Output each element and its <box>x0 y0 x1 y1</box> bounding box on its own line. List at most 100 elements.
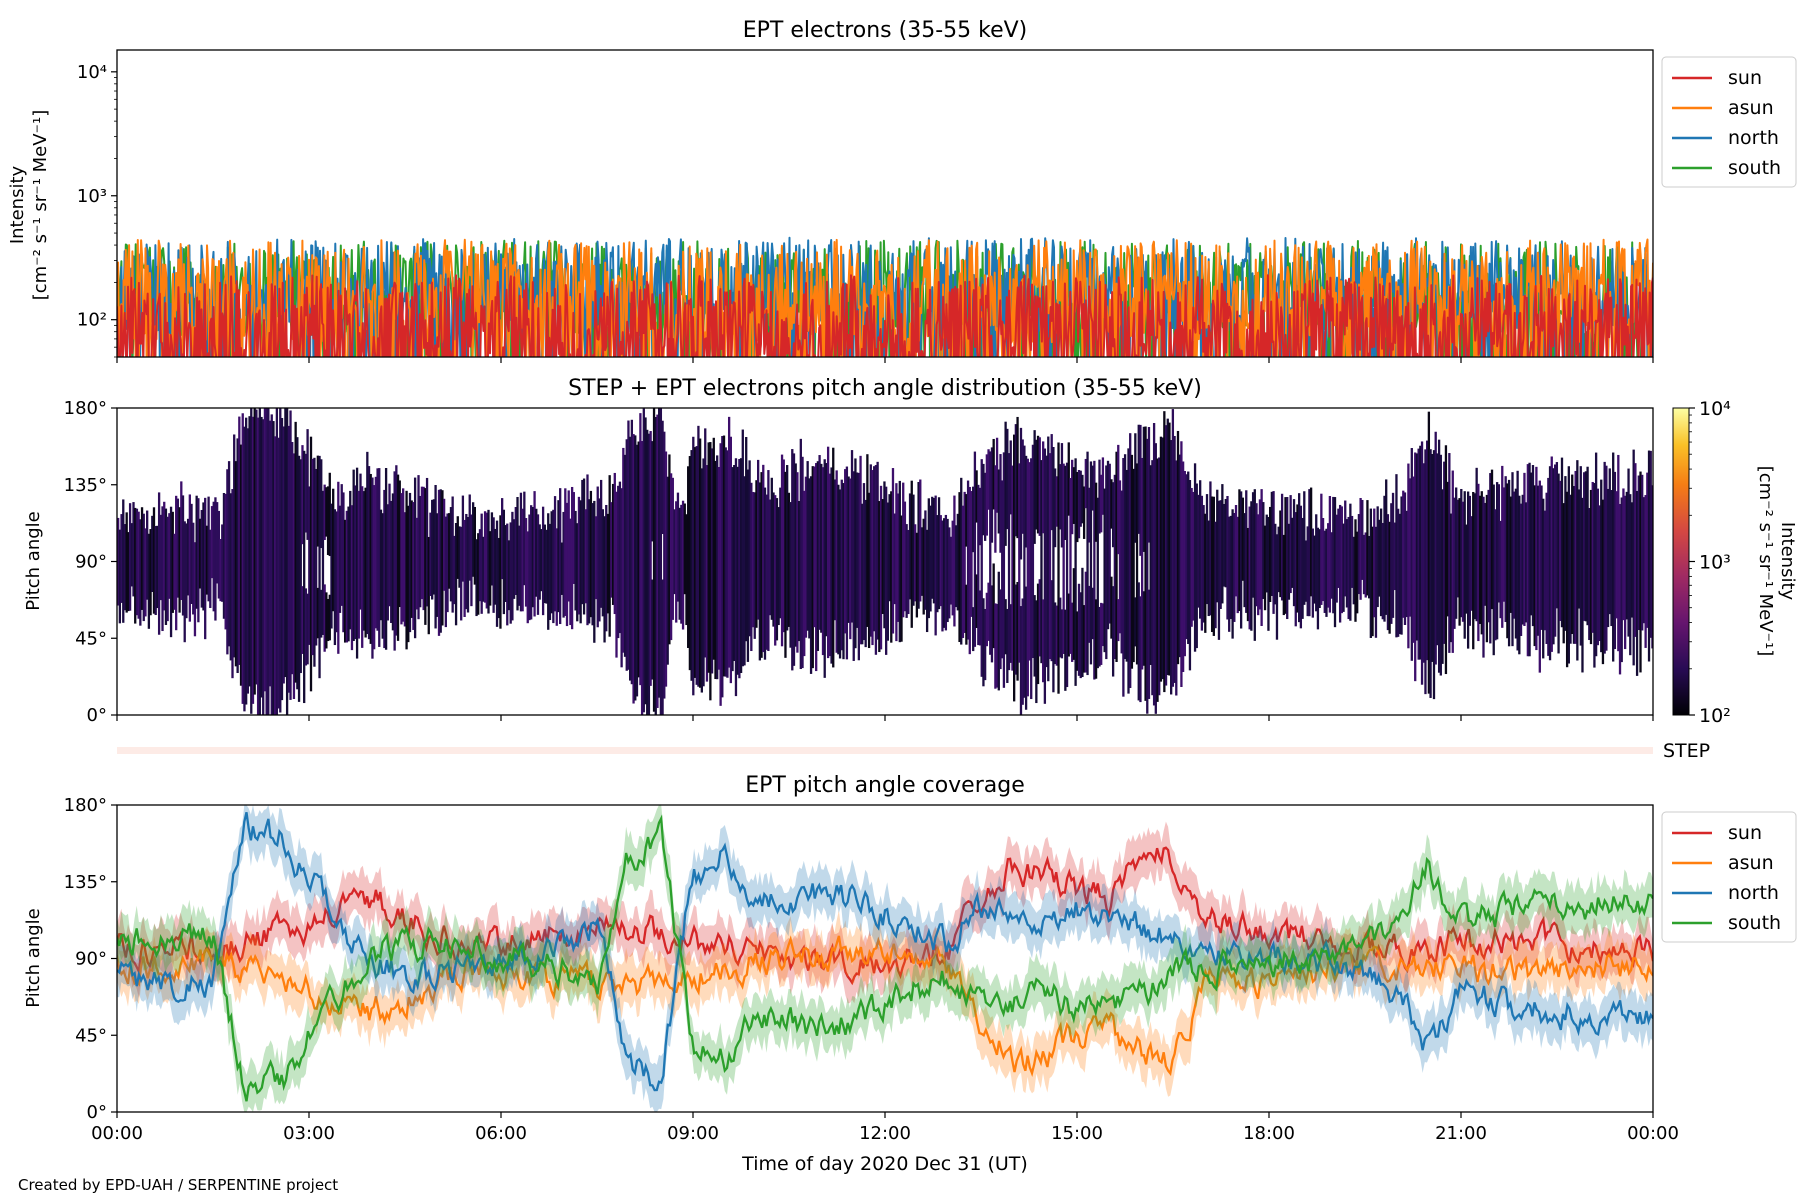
heatmap-cell <box>654 416 657 715</box>
heatmap-cell <box>1245 490 1248 613</box>
heatmap-cell <box>1402 490 1405 618</box>
heatmap-cell <box>1100 474 1103 533</box>
x-tick-label: 00:00 <box>1627 1123 1679 1144</box>
heatmap-cell <box>758 482 762 661</box>
heatmap-cell <box>1253 489 1256 641</box>
heatmap-cell <box>1043 448 1047 704</box>
heatmap-cell <box>895 483 898 642</box>
heatmap-cell <box>656 414 659 708</box>
heatmap-cell <box>1197 494 1200 608</box>
heatmap-cell <box>1458 498 1461 626</box>
heatmap-cell <box>1287 523 1291 600</box>
heatmap-cell <box>613 472 616 615</box>
heatmap-cell <box>171 511 174 613</box>
heatmap-cell <box>639 413 642 686</box>
heatmap-cell <box>832 447 835 668</box>
heatmap-cell <box>487 509 490 614</box>
legend-label-asun: asun <box>1728 852 1774 874</box>
heatmap-cell <box>995 603 999 688</box>
legend-label-sun: sun <box>1728 822 1762 844</box>
heatmap-cell <box>1429 449 1432 698</box>
heatmap-cell <box>352 469 355 642</box>
heatmap-cell <box>151 515 154 593</box>
heatmap-cell <box>1064 465 1067 540</box>
heatmap-cell <box>1076 611 1079 671</box>
heatmap-cell <box>1622 488 1625 621</box>
heatmap-cell <box>698 438 702 688</box>
heatmap-cell <box>915 532 919 618</box>
heatmap-cell <box>1071 459 1074 535</box>
heatmap-cell <box>1477 483 1480 642</box>
heatmap-cell <box>287 425 290 693</box>
heatmap-cell <box>1439 454 1442 676</box>
heatmap-cell <box>132 502 135 597</box>
heatmap-cell <box>564 488 567 616</box>
heatmap-cell <box>260 416 263 698</box>
heatmap-cell <box>1443 461 1446 644</box>
heatmap-cell <box>156 525 159 609</box>
heatmap-cell <box>420 486 424 600</box>
heatmap-cell <box>163 501 166 611</box>
heatmap-cell <box>852 471 855 661</box>
heatmap-cell <box>922 518 925 615</box>
panel1-legend: sun asun north south <box>1661 56 1797 188</box>
heatmap-cell <box>1272 491 1275 614</box>
heatmap-cell <box>359 473 362 610</box>
heatmap-cell <box>1627 468 1630 637</box>
heatmap-cell <box>936 515 939 613</box>
heatmap-cell <box>1024 455 1028 548</box>
heatmap-cell <box>1315 514 1318 612</box>
heatmap-cell <box>1612 452 1615 662</box>
heatmap-cell <box>422 486 425 611</box>
heatmap-cell <box>1354 519 1357 622</box>
heatmap-cell <box>883 481 886 629</box>
heatmap-cell <box>661 420 664 535</box>
heatmap-cell <box>429 512 432 597</box>
heatmap-cell <box>1637 475 1640 631</box>
heatmap-cell <box>867 492 871 649</box>
heatmap-cell <box>637 441 640 678</box>
heatmap-cell <box>1152 423 1156 706</box>
heatmap-cell <box>1352 536 1355 605</box>
heatmap-cell <box>1028 462 1031 661</box>
heatmap-cell <box>497 537 500 619</box>
heatmap-cell <box>267 408 270 715</box>
heatmap-cell <box>381 513 384 639</box>
heatmap-cell <box>1164 425 1168 686</box>
heatmap-cell <box>786 465 789 631</box>
heatmap-cell <box>1393 522 1396 591</box>
heatmap-cell <box>617 485 620 639</box>
heatmap-cell <box>379 509 383 621</box>
heatmap-cell <box>1540 485 1543 630</box>
heatmap-cell <box>335 511 338 633</box>
heatmap-cell <box>495 520 499 627</box>
heatmap-cell <box>157 492 161 635</box>
heatmap-cell <box>390 500 393 623</box>
heatmap-cell <box>1594 452 1598 657</box>
y-tick-label: 45° <box>75 628 107 649</box>
heatmap-cell <box>183 521 186 643</box>
heatmap-cell <box>1543 510 1547 631</box>
heatmap-cell <box>1507 479 1511 647</box>
heatmap-cell <box>1415 453 1419 641</box>
colorbar-unit: [cm⁻² s⁻¹ sr⁻¹ MeV⁻¹] <box>1755 466 1776 657</box>
heatmap-cell <box>489 531 492 606</box>
heatmap-cell <box>212 501 215 612</box>
heatmap-cell <box>1045 455 1048 668</box>
heatmap-cell <box>724 447 727 677</box>
heatmap-cell <box>618 481 622 634</box>
heatmap-cell <box>845 466 849 660</box>
y-tick-label: 180° <box>64 398 107 419</box>
heatmap-cell <box>1634 463 1637 637</box>
heatmap-cell <box>1221 484 1224 604</box>
heatmap-cell <box>483 511 487 603</box>
heatmap-cell <box>369 473 372 644</box>
heatmap-cell <box>576 523 579 622</box>
heatmap-cell <box>1173 435 1176 683</box>
panel3-x-ticks: 00:00 03:00 06:00 09:00 12:00 15:00 18:00 21:00… <box>91 1112 1679 1144</box>
heatmap-cell <box>118 529 122 624</box>
heatmap-cell <box>388 483 391 607</box>
heatmap-cell <box>364 487 367 638</box>
heatmap-cell <box>1135 463 1139 665</box>
heatmap-cell <box>523 491 526 586</box>
